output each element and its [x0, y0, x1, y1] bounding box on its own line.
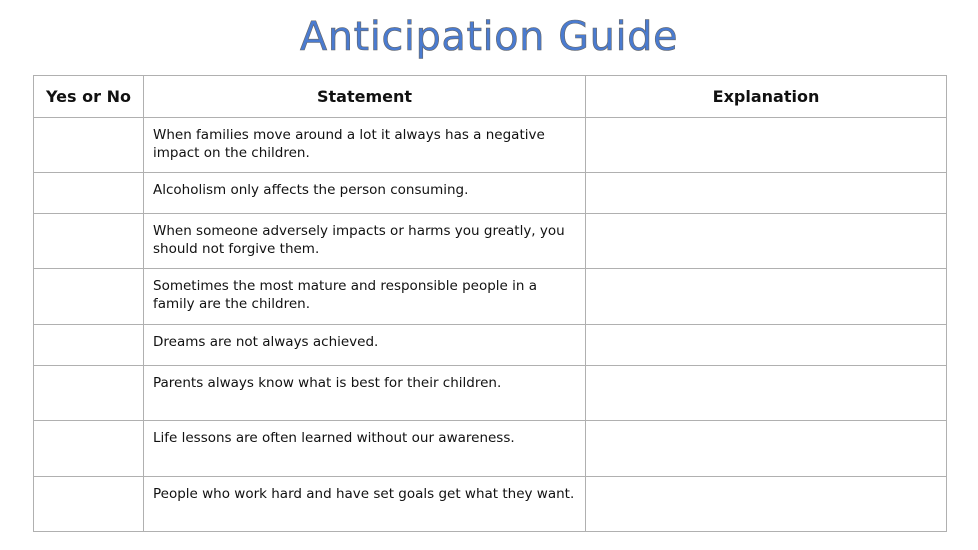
explanation-cell[interactable] [585, 117, 947, 173]
header-explanation: Explanation [585, 75, 947, 118]
statement-cell: Dreams are not always achieved. [143, 324, 586, 366]
table-row: Life lessons are often learned without o… [33, 420, 947, 477]
explanation-cell[interactable] [585, 476, 947, 532]
yes-no-cell[interactable] [33, 420, 144, 477]
statement-cell: Life lessons are often learned without o… [143, 420, 586, 477]
yes-no-cell[interactable] [33, 172, 144, 214]
table-row: Parents always know what is best for the… [33, 365, 947, 421]
yes-no-cell[interactable] [33, 213, 144, 269]
yes-no-cell[interactable] [33, 117, 144, 173]
explanation-cell[interactable] [585, 420, 947, 477]
table-row: When someone adversely impacts or harms … [33, 213, 947, 269]
statement-cell: Sometimes the most mature and responsibl… [143, 268, 586, 325]
header-statement: Statement [143, 75, 586, 118]
table-row: When families move around a lot it alway… [33, 117, 947, 173]
page-title: Anticipation Guide [299, 14, 679, 61]
table-row: Alcoholism only affects the person consu… [33, 172, 947, 214]
yes-no-cell[interactable] [33, 476, 144, 532]
statement-cell: People who work hard and have set goals … [143, 476, 586, 532]
anticipation-table: Yes or No Statement Explanation When fam… [33, 75, 947, 532]
explanation-cell[interactable] [585, 365, 947, 421]
statement-cell: When families move around a lot it alway… [143, 117, 586, 173]
yes-no-cell[interactable] [33, 365, 144, 421]
explanation-cell[interactable] [585, 172, 947, 214]
yes-no-cell[interactable] [33, 268, 144, 325]
statement-cell: Parents always know what is best for the… [143, 365, 586, 421]
explanation-cell[interactable] [585, 268, 947, 325]
table-row: People who work hard and have set goals … [33, 476, 947, 532]
explanation-cell[interactable] [585, 324, 947, 366]
statement-cell: When someone adversely impacts or harms … [143, 213, 586, 269]
header-row: Yes or No Statement Explanation [33, 75, 947, 118]
header-yes-no: Yes or No [33, 75, 144, 118]
table-row: Dreams are not always achieved. [33, 324, 947, 366]
table-row: Sometimes the most mature and responsibl… [33, 268, 947, 325]
statement-cell: Alcoholism only affects the person consu… [143, 172, 586, 214]
yes-no-cell[interactable] [33, 324, 144, 366]
explanation-cell[interactable] [585, 213, 947, 269]
